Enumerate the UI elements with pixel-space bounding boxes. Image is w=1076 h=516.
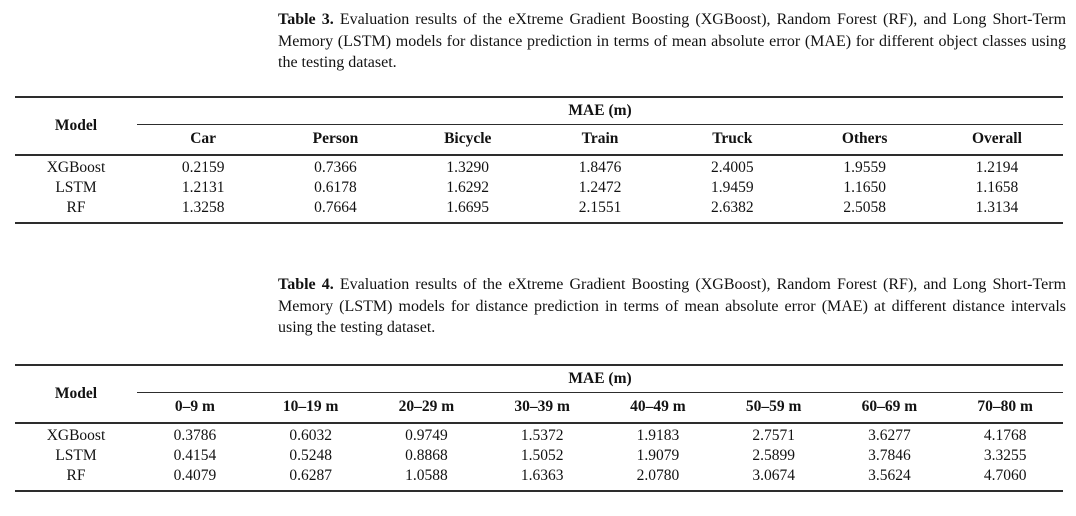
table3-caption-text: Evaluation results of the eXtreme Gradie… — [278, 11, 1067, 72]
table-row: RF 1.3258 0.7664 1.6695 2.1551 2.6382 2.… — [15, 199, 1063, 223]
column-header-cell: 40–49 m — [600, 392, 716, 424]
value-cell: 1.3134 — [975, 199, 1019, 216]
table3-caption-label: Table 3. — [278, 11, 334, 28]
column-header-cell: 10–19 m — [252, 392, 369, 424]
value-cell: 0.4154 — [173, 447, 217, 464]
value-cell: 3.5624 — [868, 467, 911, 484]
column-header-cell: Truck — [666, 124, 799, 156]
table-row: RF 0.4079 0.6287 1.0588 1.6363 2.0780 3.… — [15, 467, 1063, 491]
table4-group-header-row: Model MAE (m) — [15, 365, 1064, 424]
value-cell: 0.6032 — [289, 427, 332, 444]
value-cell: 4.7060 — [983, 467, 1027, 484]
column-header-cell: Bicycle — [401, 124, 534, 156]
value-cell: 0.6178 — [314, 179, 357, 196]
value-cell: 0.6287 — [289, 467, 332, 484]
column-header-cell: 0–9 m — [137, 392, 253, 424]
table4-caption: Table 4. Evaluation results of the eXtre… — [278, 274, 1066, 339]
value-cell: 1.1658 — [975, 179, 1019, 196]
value-cell: 3.3255 — [983, 447, 1027, 464]
column-header-cell: 50–59 m — [715, 392, 832, 424]
column-header-cell: 30–39 m — [484, 392, 600, 424]
table-row: XGBoost 0.2159 0.7366 1.3290 1.8476 2.40… — [15, 155, 1063, 177]
value-cell: 1.9079 — [636, 447, 680, 464]
table3-mae-group-header: MAE (m) — [137, 97, 1064, 125]
value-cell: 0.7366 — [314, 159, 357, 176]
value-cell: 1.2131 — [181, 179, 225, 196]
table4-caption-label: Table 4. — [278, 276, 334, 293]
value-cell: 1.1650 — [843, 179, 886, 196]
model-cell: LSTM — [55, 179, 97, 196]
model-cell: LSTM — [55, 447, 97, 464]
table4: Model MAE (m) 0–9 m 10–19 m 20–29 m 30–3… — [15, 364, 1064, 492]
value-cell: 0.2159 — [181, 159, 225, 176]
value-cell: 1.6292 — [446, 179, 490, 196]
column-header-cell: Others — [798, 124, 931, 156]
value-cell: 1.6363 — [520, 467, 564, 484]
column-header-cell: 60–69 m — [831, 392, 948, 424]
value-cell: 1.3258 — [181, 199, 225, 216]
value-cell: 4.1768 — [983, 427, 1027, 444]
value-cell: 1.9183 — [636, 427, 680, 444]
value-cell: 2.0780 — [636, 467, 680, 484]
value-cell: 3.7846 — [868, 447, 911, 464]
value-cell: 0.8868 — [405, 447, 448, 464]
value-cell: 1.2194 — [975, 159, 1019, 176]
value-cell: 0.9749 — [405, 427, 448, 444]
value-cell: 1.9459 — [711, 179, 754, 196]
value-cell: 0.4079 — [173, 467, 217, 484]
column-header-cell: Train — [533, 124, 667, 156]
column-header-cell: Overall — [930, 124, 1064, 156]
value-cell: 0.7664 — [314, 199, 357, 216]
value-cell: 1.9559 — [843, 159, 886, 176]
model-cell: RF — [66, 199, 86, 216]
value-cell: 0.3786 — [173, 427, 217, 444]
value-cell: 2.1551 — [578, 199, 622, 216]
table3-model-header: Model — [15, 97, 137, 156]
value-cell: 0.5248 — [289, 447, 332, 464]
value-cell: 2.5058 — [843, 199, 886, 216]
table4-mae-group-header: MAE (m) — [137, 365, 1064, 393]
model-cell: RF — [66, 467, 86, 484]
value-cell: 2.4005 — [711, 159, 754, 176]
value-cell: 3.0674 — [752, 467, 795, 484]
table3-group-header-row: Model MAE (m) — [15, 97, 1064, 156]
value-cell: 1.5372 — [520, 427, 564, 444]
value-cell: 1.8476 — [578, 159, 622, 176]
table-row: LSTM 1.2131 0.6178 1.6292 1.2472 1.9459 … — [15, 177, 1063, 199]
table4-model-header: Model — [15, 365, 137, 424]
model-cell: XGBoost — [46, 159, 106, 176]
column-header-cell: Car — [137, 124, 270, 156]
model-cell: XGBoost — [46, 427, 106, 444]
table3-caption: Table 3. Evaluation results of the eXtre… — [278, 9, 1066, 74]
value-cell: 1.0588 — [405, 467, 448, 484]
value-cell: 1.3290 — [446, 159, 490, 176]
column-header-cell: 70–80 m — [947, 392, 1064, 424]
value-cell: 1.5052 — [520, 447, 564, 464]
table4-caption-text: Evaluation results of the eXtreme Gradie… — [278, 276, 1067, 337]
table-row: XGBoost 0.3786 0.6032 0.9749 1.5372 1.91… — [15, 423, 1063, 445]
table4-columns-header-row: 0–9 m 10–19 m 20–29 m 30–39 m 40–49 m 50… — [15, 392, 1064, 424]
value-cell: 2.5899 — [752, 447, 795, 464]
value-cell: 1.2472 — [578, 179, 622, 196]
value-cell: 1.6695 — [446, 199, 490, 216]
table3-columns-header-row: Car Person Bicycle Train Truck Others Ov… — [15, 124, 1064, 156]
column-header-cell: 20–29 m — [368, 392, 485, 424]
column-header-cell: Person — [269, 124, 402, 156]
table-row: LSTM 0.4154 0.5248 0.8868 1.5052 1.9079 … — [15, 445, 1063, 467]
value-cell: 2.6382 — [711, 199, 754, 216]
value-cell: 3.6277 — [868, 427, 911, 444]
value-cell: 2.7571 — [752, 427, 795, 444]
table3: Model MAE (m) Car Person Bicycle Train T… — [15, 96, 1064, 224]
